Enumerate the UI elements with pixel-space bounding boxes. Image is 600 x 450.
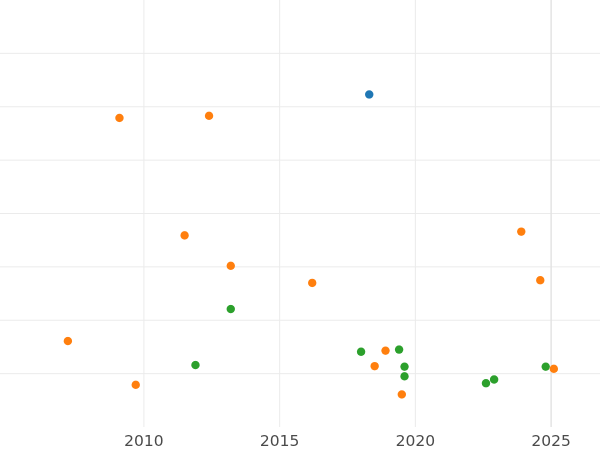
data-point — [400, 372, 409, 381]
x-tick-label: 2020 — [396, 432, 435, 450]
data-points — [63, 90, 559, 399]
data-point — [397, 390, 407, 399]
data-point — [400, 362, 409, 371]
data-point — [191, 360, 200, 370]
data-point — [489, 375, 499, 384]
data-point — [370, 361, 379, 371]
data-point — [356, 347, 366, 356]
grid — [0, 0, 600, 427]
data-point — [365, 90, 374, 99]
data-point — [481, 379, 491, 388]
data-point — [549, 364, 559, 374]
data-point — [541, 362, 550, 371]
data-point — [394, 345, 404, 354]
data-point — [226, 261, 235, 271]
data-point — [381, 346, 390, 355]
x-tick-label: 2010 — [124, 432, 163, 450]
data-point — [226, 304, 235, 314]
data-point — [517, 227, 526, 236]
data-point — [536, 276, 545, 285]
data-point — [131, 380, 140, 390]
x-tick-label: 2025 — [531, 432, 570, 450]
data-point — [63, 336, 73, 346]
data-point — [204, 111, 214, 121]
x-tick-label: 2015 — [260, 432, 299, 450]
x-axis-tick-labels: 2010 2015 2020 2025 — [124, 432, 571, 450]
data-point — [308, 278, 317, 288]
data-point — [115, 113, 124, 123]
data-point — [180, 231, 189, 240]
